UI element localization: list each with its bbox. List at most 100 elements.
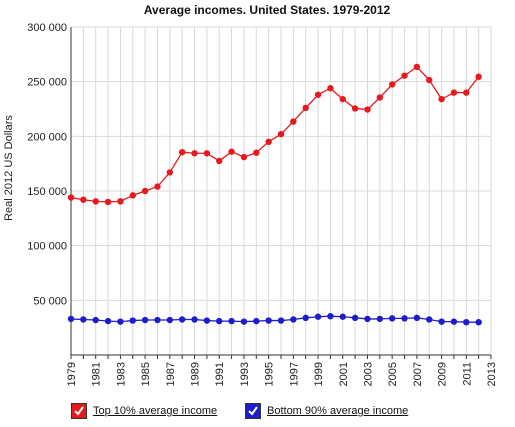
y-tick-label: 300 000 <box>27 22 67 34</box>
x-tick-label: 1989 <box>190 362 202 386</box>
data-point <box>104 198 112 206</box>
x-tick-label: 1991 <box>214 362 226 386</box>
data-point <box>80 196 87 203</box>
x-tick-label: 1979 <box>66 362 78 386</box>
data-point <box>426 76 433 84</box>
x-tick-label: 1983 <box>115 362 127 386</box>
checkbox-icon[interactable] <box>245 403 261 419</box>
grid <box>70 26 492 355</box>
data-point <box>314 313 322 320</box>
x-tick-label: 2011 <box>461 362 473 386</box>
data-point <box>240 318 248 325</box>
x-tick-label: 2013 <box>486 362 498 386</box>
data-point <box>475 319 482 326</box>
legend-label: Bottom 90% average income <box>267 405 409 417</box>
data-point <box>438 318 445 325</box>
data-point <box>92 316 99 324</box>
legend-item-top10[interactable]: Top 10% average income <box>71 403 217 419</box>
data-point <box>92 198 99 205</box>
y-axis-label: Real 2012 US Dollars <box>3 115 15 221</box>
data-point <box>290 118 297 125</box>
data-point <box>364 106 371 113</box>
y-tick-label: 200 000 <box>27 131 67 143</box>
data-point <box>426 316 433 323</box>
data-point <box>290 316 297 323</box>
legend-item-bottom90[interactable]: Bottom 90% average income <box>245 403 408 419</box>
x-tick-label: 1993 <box>239 362 251 386</box>
data-point <box>314 91 322 98</box>
x-tick-label: 1987 <box>165 362 177 386</box>
series-line-0 <box>70 66 480 203</box>
data-point <box>141 316 149 324</box>
x-tick-label: 1981 <box>91 362 103 386</box>
checkbox-icon[interactable] <box>71 403 87 419</box>
data-point <box>104 317 112 325</box>
data-point <box>228 148 235 155</box>
data-point <box>376 94 384 101</box>
data-point <box>401 315 408 322</box>
data-point <box>376 315 384 323</box>
data-point <box>327 312 334 320</box>
axes <box>70 27 492 359</box>
data-point <box>80 316 87 323</box>
series-line-1 <box>70 315 479 323</box>
data-point <box>191 150 198 157</box>
data-point <box>253 149 260 156</box>
series-layer <box>67 63 482 326</box>
tick-labels: 50 000 100 000 150 000 200 000 250 000 300 00… <box>27 22 498 386</box>
data-point <box>450 89 458 96</box>
data-point <box>203 150 211 157</box>
data-point <box>67 194 75 201</box>
data-point <box>117 198 124 205</box>
y-tick-label: 150 000 <box>27 186 67 198</box>
data-point <box>388 315 396 322</box>
data-point <box>351 105 359 112</box>
y-tick-label: 100 000 <box>27 241 67 253</box>
x-tick-label: 2001 <box>338 362 350 386</box>
y-tick-label: 250 000 <box>27 77 67 89</box>
data-point <box>141 187 149 195</box>
data-point <box>67 315 75 323</box>
data-point <box>302 314 309 322</box>
data-point <box>265 317 272 324</box>
data-point <box>228 317 235 325</box>
legend-label: Top 10% average income <box>93 405 218 417</box>
data-point <box>413 63 421 71</box>
x-tick-label: 1985 <box>140 362 152 386</box>
data-point <box>277 317 285 324</box>
x-tick-label: 2009 <box>437 362 449 386</box>
data-point <box>117 318 124 325</box>
x-tick-label: 1997 <box>288 362 300 386</box>
y-tick-label: 50 000 <box>33 295 67 307</box>
x-tick-label: 2005 <box>387 362 399 386</box>
x-tick-label: 2007 <box>412 362 424 386</box>
data-point <box>253 317 260 325</box>
data-point <box>463 319 470 326</box>
data-point <box>327 85 334 92</box>
data-point <box>240 153 248 161</box>
x-tick-label: 2003 <box>362 362 374 386</box>
data-point <box>166 316 174 324</box>
data-point <box>129 192 136 199</box>
data-point <box>302 104 309 112</box>
data-point <box>351 314 359 322</box>
data-point <box>178 148 186 156</box>
data-point <box>154 316 161 324</box>
data-point <box>203 317 211 324</box>
data-point <box>475 73 482 80</box>
data-point <box>216 157 223 165</box>
data-point <box>191 316 198 323</box>
x-tick-label: 1995 <box>264 362 276 386</box>
data-point <box>388 81 396 88</box>
data-point <box>413 314 421 322</box>
data-point <box>129 317 136 324</box>
data-point <box>154 183 161 190</box>
data-point <box>339 95 346 103</box>
data-point <box>339 313 346 320</box>
data-point <box>178 316 186 323</box>
x-tick-label: 1999 <box>313 362 325 386</box>
data-point <box>364 315 371 323</box>
data-point <box>450 318 458 325</box>
data-point <box>463 89 470 96</box>
